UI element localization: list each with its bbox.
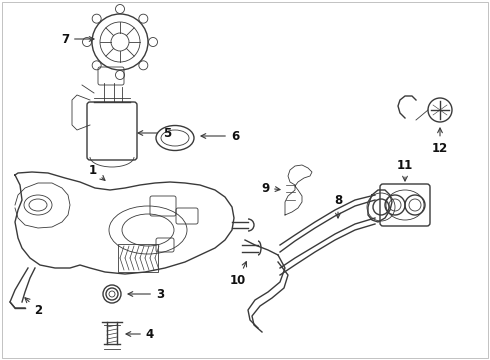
Text: 10: 10 bbox=[230, 262, 246, 287]
Text: 12: 12 bbox=[432, 128, 448, 154]
Text: 7: 7 bbox=[61, 32, 94, 45]
Text: 4: 4 bbox=[126, 328, 154, 341]
Text: 8: 8 bbox=[334, 194, 342, 218]
Text: 5: 5 bbox=[138, 126, 171, 140]
Text: 6: 6 bbox=[201, 130, 239, 143]
Text: 11: 11 bbox=[397, 158, 413, 181]
Text: 1: 1 bbox=[89, 163, 105, 180]
Text: 2: 2 bbox=[25, 298, 42, 316]
Text: 9: 9 bbox=[261, 181, 280, 194]
Text: 3: 3 bbox=[128, 288, 164, 301]
